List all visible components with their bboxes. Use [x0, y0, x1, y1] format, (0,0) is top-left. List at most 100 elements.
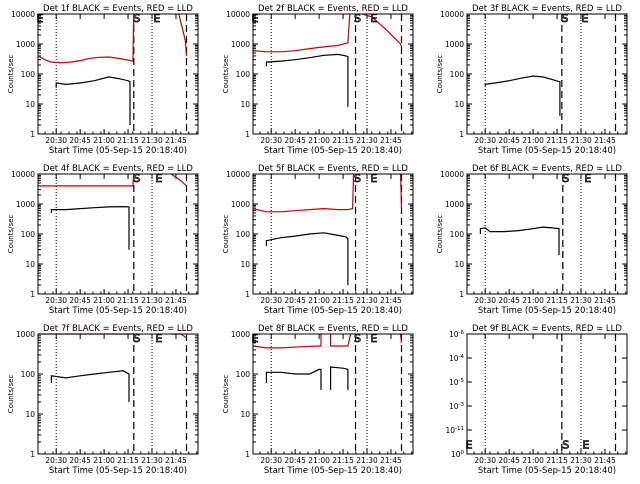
marker-label-s: S [354, 172, 361, 185]
y-tick-label: 1000 [445, 200, 464, 209]
events-series-line [50, 370, 130, 402]
marker-label-s: S [133, 172, 140, 185]
lld-series-line [362, 13, 403, 48]
y-tick-label: 10 [25, 100, 35, 109]
events-series-line [265, 232, 349, 285]
x-tick-label: 21:15 [332, 456, 354, 465]
x-tick-label: 21:15 [332, 136, 354, 145]
marker-label-e: E [370, 332, 377, 345]
y-tick-label: 100 [451, 450, 465, 459]
x-axis-label: Start Time (05-Sep-15 20:18:40) [264, 146, 402, 156]
x-tick-label: 20:45 [498, 136, 520, 145]
marker-label-s: S [562, 172, 569, 185]
y-axis-label: Counts/sec [222, 215, 230, 254]
x-tick-label: 21:30 [141, 456, 163, 465]
y-axis-label: Counts/sec [436, 55, 444, 94]
panel-2: Det 2f BLACK = Events, RED = LLD Counts/s… [222, 4, 414, 156]
x-tick-label: 21:45 [594, 136, 616, 145]
x-tick-label: 21:00 [522, 456, 544, 465]
y-tick-label: 10000 [440, 10, 464, 19]
y-tick-label: 1 [30, 130, 35, 139]
plot-frame [252, 333, 414, 455]
y-tick-label: 1000 [231, 200, 250, 209]
y-tick-label: 10000 [11, 10, 35, 19]
x-axis-label: Start Time (05-Sep-15 20:18:40) [264, 306, 402, 316]
x-axis-label: Start Time (05-Sep-15 20:18:40) [49, 146, 187, 156]
x-axis-label: Start Time (05-Sep-15 20:18:40) [49, 306, 187, 316]
events-series-line [265, 368, 322, 390]
y-axis-label: Counts/sec [7, 375, 15, 414]
y-tick-label: 10 [454, 260, 464, 269]
x-axis-label: Start Time (05-Sep-15 20:18:40) [478, 466, 616, 476]
panel-5: Det 5f BLACK = Events, RED = LLD Counts/s… [222, 164, 414, 316]
x-tick-label: 20:45 [69, 136, 91, 145]
y-tick-label: 1 [30, 450, 35, 459]
plot-frame [466, 333, 628, 455]
lld-series-line [252, 13, 351, 53]
chart-title: Det 2f BLACK = Events, RED = LLD [258, 4, 408, 14]
y-tick-label: 10 [25, 410, 35, 419]
x-tick-label: 21:30 [570, 456, 592, 465]
x-tick-label: 21:00 [93, 136, 115, 145]
y-axis-label: Counts/sec [7, 55, 15, 94]
lld-series-line [330, 333, 352, 347]
x-tick-label: 20:45 [284, 296, 306, 305]
x-axis-label: Start Time (05-Sep-15 20:18:40) [49, 466, 187, 476]
y-tick-label: 1 [459, 290, 464, 299]
x-tick-label: 21:00 [308, 296, 330, 305]
plot-frame [466, 13, 628, 135]
y-tick-label: 100 [21, 370, 36, 379]
y-axis-label: Counts/sec [222, 375, 230, 414]
x-tick-label: 20:45 [284, 136, 306, 145]
x-tick-label: 21:15 [332, 296, 354, 305]
marker-label-e: E [584, 172, 591, 185]
x-tick-label: 21:30 [356, 296, 378, 305]
marker-label-e: E [582, 438, 589, 451]
plot-frame [37, 13, 199, 135]
x-tick-label: 21:15 [117, 296, 139, 305]
y-tick-label: 100 [450, 70, 465, 79]
x-tick-label: 20:45 [498, 296, 520, 305]
y-tick-label: 1000 [16, 200, 35, 209]
x-tick-label: 21:15 [546, 296, 568, 305]
x-tick-label: 21:45 [380, 296, 402, 305]
x-tick-label: 21:00 [522, 136, 544, 145]
marker-label-s: S [133, 12, 140, 25]
marker-label-e: E [153, 12, 160, 25]
y-tick-label: 100 [236, 370, 251, 379]
y-tick-label: 10 [454, 100, 464, 109]
y-tick-label: 1000 [231, 330, 250, 339]
x-tick-label: 21:30 [141, 296, 163, 305]
panel-9: Det 9f BLACK = Events, RED = LLD 100 10-11… [445, 324, 628, 476]
x-tick-label: 21:30 [356, 136, 378, 145]
lld-series-line [399, 173, 403, 209]
plot-frame [252, 173, 414, 295]
y-tick-label: 1000 [16, 330, 35, 339]
y-tick-label: 10000 [11, 170, 35, 179]
x-tick-label: 20:45 [498, 456, 520, 465]
chart-title: Det 9f BLACK = Events, RED = LLD [472, 324, 622, 334]
marker-label-e: E [466, 438, 473, 451]
y-tick-label: 10000 [226, 170, 250, 179]
y-tick-label: 10 [240, 410, 250, 419]
chart-title: Det 6f BLACK = Events, RED = LLD [472, 164, 622, 174]
x-tick-label: 21:45 [165, 456, 187, 465]
x-tick-label: 21:45 [594, 456, 616, 465]
y-tick-label: 1 [245, 130, 250, 139]
x-tick-label: 20:30 [260, 456, 282, 465]
x-tick-label: 21:45 [165, 296, 187, 305]
y-tick-label: 10-4 [449, 354, 465, 363]
marker-label-s: S [354, 332, 361, 345]
chart-title: Det 8f BLACK = Events, RED = LLD [258, 324, 408, 334]
lld-series-line [399, 333, 403, 343]
x-tick-label: 21:00 [308, 136, 330, 145]
x-tick-label: 21:30 [356, 456, 378, 465]
y-tick-label: 10-5 [449, 378, 465, 387]
y-axis-label: Counts/sec [222, 55, 230, 94]
x-tick-label: 21:45 [165, 136, 187, 145]
lld-series-line [37, 13, 135, 64]
x-tick-label: 21:45 [380, 456, 402, 465]
x-tick-label: 21:30 [570, 136, 592, 145]
y-axis-label: Counts/sec [7, 215, 15, 254]
